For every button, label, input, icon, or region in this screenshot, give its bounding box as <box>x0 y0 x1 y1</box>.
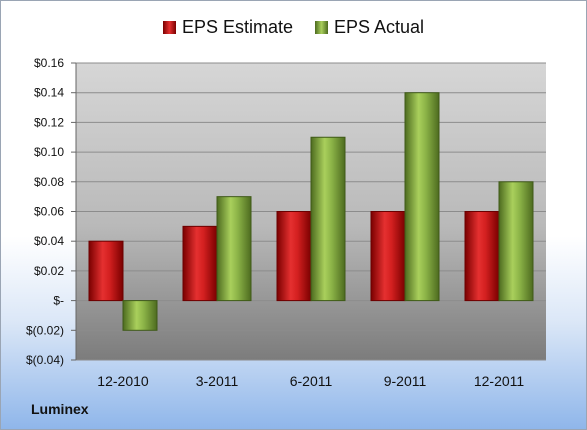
bar-eps-estimate <box>464 211 500 302</box>
x-tick-label: 9-2011 <box>384 373 427 389</box>
bar-eps-estimate <box>370 211 406 302</box>
bar-eps-actual <box>216 196 252 302</box>
bar-eps-actual <box>122 300 158 331</box>
y-tick-label: $0.04 <box>34 234 64 248</box>
y-tick-label: $0.14 <box>34 86 64 100</box>
y-tick-label: $0.08 <box>34 175 64 189</box>
bar-eps-actual <box>404 92 440 302</box>
bar-eps-actual <box>498 181 534 302</box>
y-tick-label: $0.06 <box>34 205 64 219</box>
company-name: Luminex <box>31 401 89 417</box>
x-tick-label: 12-2010 <box>97 373 149 389</box>
y-tick-label: $0.16 <box>34 56 64 70</box>
x-tick-label: 3-2011 <box>196 373 239 389</box>
bar-eps-estimate <box>88 240 124 302</box>
legend-swatch-estimate <box>162 21 176 34</box>
legend-label-actual: EPS Actual <box>333 17 425 37</box>
legend-item-actual: EPS Actual <box>314 17 425 38</box>
y-tick-label: $(0.02) <box>26 323 64 337</box>
y-tick-label: $0.02 <box>34 264 64 278</box>
x-tick-label: 12-2011 <box>474 373 525 389</box>
bar-eps-estimate <box>276 211 312 302</box>
legend-label-estimate: EPS Estimate <box>181 17 293 37</box>
y-tick-label: $0.12 <box>34 115 64 129</box>
bar-eps-estimate <box>182 225 218 302</box>
y-tick-label: $0.10 <box>34 145 64 159</box>
legend-swatch-actual <box>314 21 328 34</box>
chart-legend: EPS Estimate EPS Actual <box>1 17 586 38</box>
eps-bar-chart: $0.16 $0.14 $0.12 $0.10 $0.08 $0.06 $0.04 $0.02… <box>26 56 546 389</box>
legend-item-estimate: EPS Estimate <box>162 17 293 38</box>
y-tick-label: $(0.04) <box>26 353 64 367</box>
bar-eps-actual <box>310 136 346 302</box>
y-tick-label: $- <box>53 294 64 308</box>
x-tick-label: 6-2011 <box>290 373 333 389</box>
